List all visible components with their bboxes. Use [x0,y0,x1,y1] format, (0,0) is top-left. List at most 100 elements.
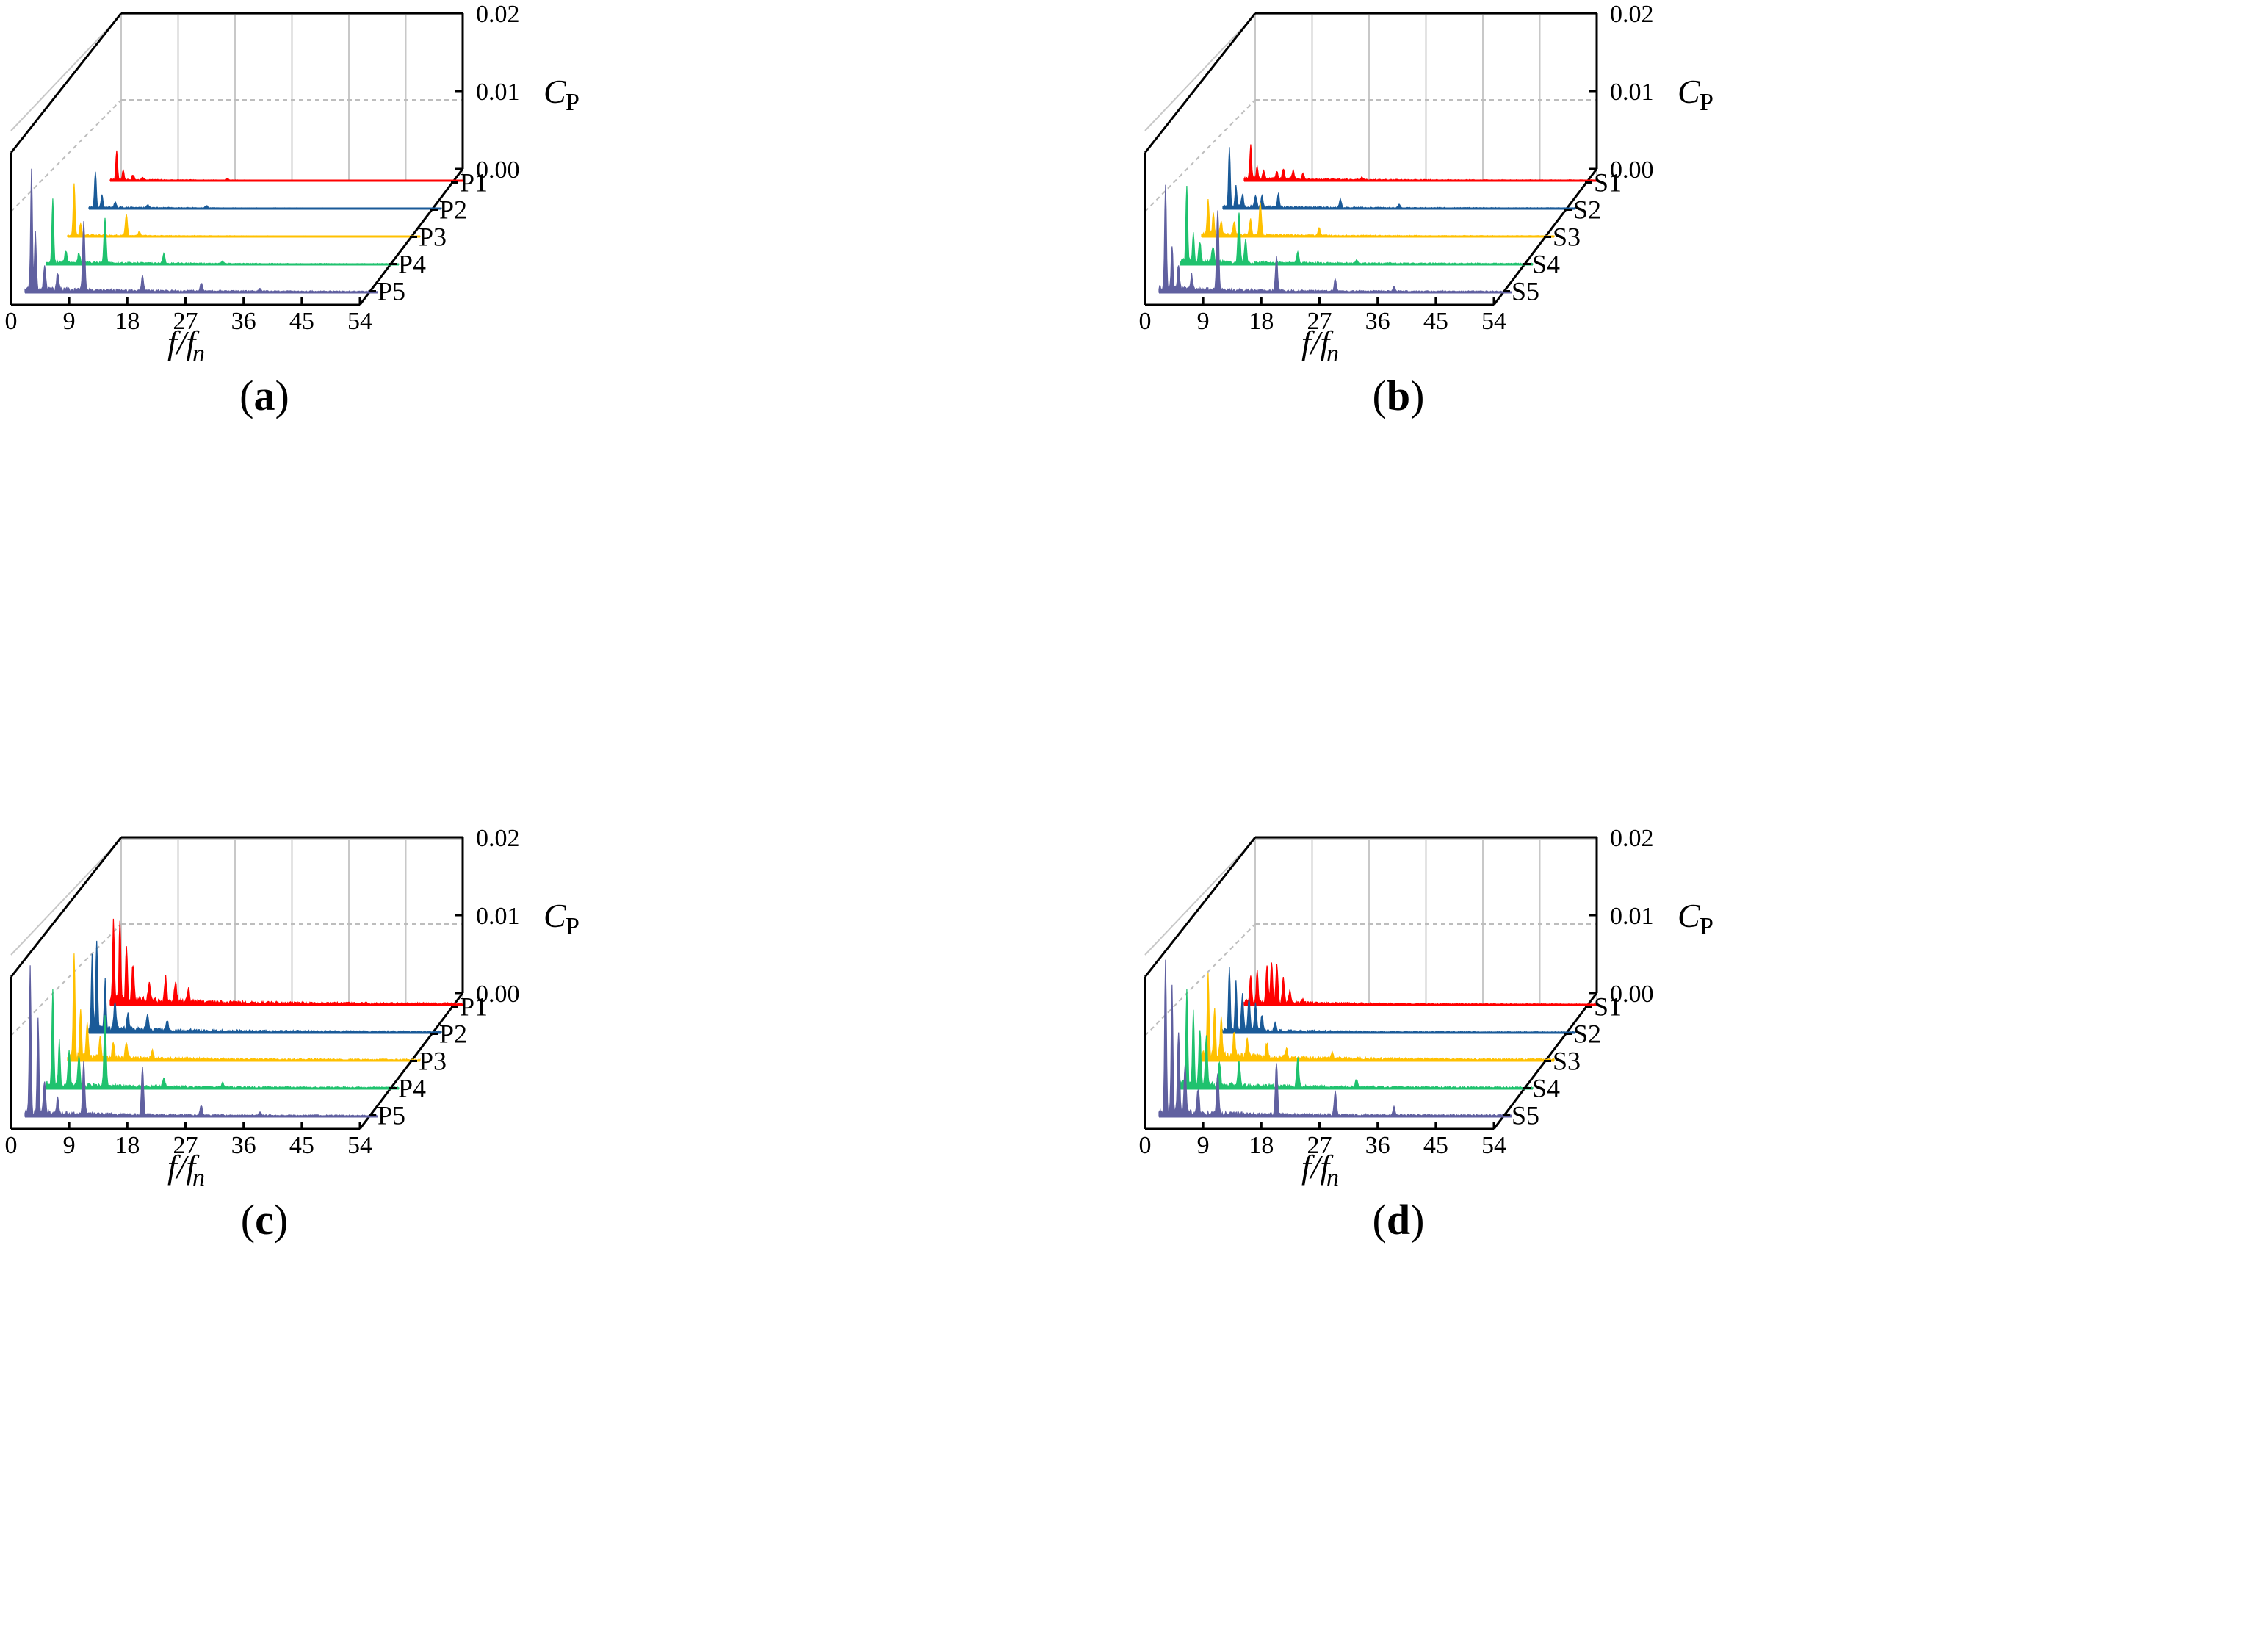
z-tick-label-1: 0.01 [476,79,520,106]
series-area-P1 [109,918,463,1006]
x-tick-label-1: 9 [1197,308,1210,335]
series-P2: P2 [88,940,467,1049]
x-tick-label-0: 0 [5,308,18,335]
x-tick-label-0: 0 [1139,308,1152,335]
z-axis-title-sub: P [1700,89,1713,116]
caption-c: (c) [241,1196,288,1244]
z-tick-label-1: 0.01 [476,903,520,930]
z-tick-label-2: 0.02 [1610,825,1654,852]
z-tick-label-0: 0.00 [1610,981,1654,1008]
x-tick-label-5: 45 [1423,1132,1448,1159]
x-tick-label-4: 36 [1365,1132,1390,1159]
axes-b: 0.00 0.01 0.02 C P 0 9 18 27 36 45 54 f/fn [1139,1,1713,367]
z-axis-title: C [1677,897,1701,934]
z-tick-label-0: 0.00 [1610,156,1654,184]
series-label-P5: P5 [378,277,405,306]
x-tick-label-4: 36 [231,1132,256,1159]
series-area-S1 [1243,144,1597,181]
x-axis-title: f/f [1301,324,1335,361]
x-tick-label-6: 54 [1481,1132,1506,1159]
series-label-P2: P2 [439,1020,467,1049]
series-label-P1: P1 [460,168,488,198]
series-area-S3 [1201,973,1555,1062]
back-wall-c [10,838,463,1036]
series-S4: S4 [1180,185,1560,279]
axes-d: 0.00 0.01 0.02 C P 0 9 18 27 36 45 54 f/fn [1139,825,1713,1191]
panel-caption-letter: a [254,372,275,419]
axes-c: 0.00 0.01 0.02 C P 0 9 18 27 36 45 54 f/fn [5,825,579,1191]
x-tick-label-0: 0 [5,1132,18,1159]
series-P4: P4 [46,198,426,279]
top-left-edge [10,12,123,154]
series-label-S1: S1 [1594,992,1622,1022]
x-axis-title-sub: n [192,340,205,367]
series-S5: S5 [1158,959,1539,1130]
x-tick-label-0: 0 [1139,1132,1152,1159]
series-P4: P4 [46,989,426,1103]
x-tick-label-3: 27 [173,308,198,335]
series-label-S5: S5 [1512,277,1539,306]
side-grid-top [1144,14,1256,131]
panel-c: 0.00 0.01 0.02 C P 0 9 18 27 36 45 54 f/f n P1 P2 P3 P4 P5… [0,824,1134,1648]
series-label-P3: P3 [419,223,447,252]
z-tick-label-0: 0.00 [476,981,520,1008]
side-grid-top [1144,838,1256,956]
side-grid-mid [1144,99,1256,212]
z-tick-label-2: 0.02 [476,1,520,28]
series-S2: S2 [1222,147,1601,225]
series-S2: S2 [1222,967,1601,1049]
series-P1: P1 [109,150,488,198]
z-tick-label-2: 0.02 [476,825,520,852]
x-tick-label-5: 45 [289,1132,314,1159]
caption-a: (a) [239,372,289,419]
panel-caption: (b) [1373,372,1425,419]
series-S1: S1 [1243,144,1622,198]
x-tick-label-6: 54 [347,308,372,335]
series-S3: S3 [1201,198,1581,252]
series-area-P5 [24,965,378,1118]
series-label-P3: P3 [419,1047,447,1076]
chart-b: 0.00 0.01 0.02 C P 0 9 18 27 36 45 54 f/fn S1S2S3S4S5… [1139,1,1713,419]
axes-a: 0.00 0.01 0.02 C P 0 9 18 27 36 45 54 f/fn [5,1,579,367]
x-tick-label-3: 27 [1307,1132,1332,1159]
side-grid-top [10,14,122,131]
z-axis-title: C [1677,73,1701,110]
series-area-P3 [67,183,421,237]
series-label-S4: S4 [1532,1074,1560,1103]
top-left-edge [1144,12,1257,154]
series-P5: P5 [24,168,405,306]
series-label-P4: P4 [398,250,426,279]
series-label-S3: S3 [1553,223,1581,252]
caption-d: (d) [1373,1196,1425,1244]
series-label-S1: S1 [1594,168,1622,198]
z-axis-title-sub: P [1700,913,1713,940]
x-axis-title: f/f [1301,1148,1335,1186]
z-axis-title-sub: P [566,913,579,940]
panel-caption: (a) [239,372,289,419]
x-tick-label-2: 18 [115,308,140,335]
series-S1: S1 [1243,962,1622,1022]
x-tick-label-4: 36 [1365,308,1390,335]
z-axis-title-sub: P [566,89,579,116]
x-axis-title-sub: n [1326,1164,1339,1191]
panel-d: 0.00 0.01 0.02 C P 0 9 18 27 36 45 54 f/f n S1 S2 S3 S4 S5… [1134,824,2268,1648]
x-tick-label-2: 18 [1249,308,1274,335]
series-P1: P1 [109,918,488,1022]
z-tick-label-2: 0.02 [1610,1,1654,28]
x-tick-label-1: 9 [63,308,76,335]
series-label-S2: S2 [1573,1020,1601,1049]
back-wall-b [1144,14,1597,212]
series-P3: P3 [67,183,447,252]
chart-c: 0.00 0.01 0.02 C P 0 9 18 27 36 45 54 f/fn P1P2P3P4P5… [5,825,579,1244]
series-label-S2: S2 [1573,195,1601,225]
series-P2: P2 [88,171,467,225]
x-axis-title: f/f [167,324,201,361]
panel-caption-letter: b [1387,372,1410,419]
series-S3: S3 [1201,973,1581,1076]
z-tick-label-1: 0.01 [1610,79,1654,106]
panel-caption: (d) [1373,1196,1425,1244]
series-label-P1: P1 [460,992,488,1022]
series-P3: P3 [67,953,447,1076]
series-label-S5: S5 [1512,1101,1539,1130]
series-label-P4: P4 [398,1074,426,1103]
